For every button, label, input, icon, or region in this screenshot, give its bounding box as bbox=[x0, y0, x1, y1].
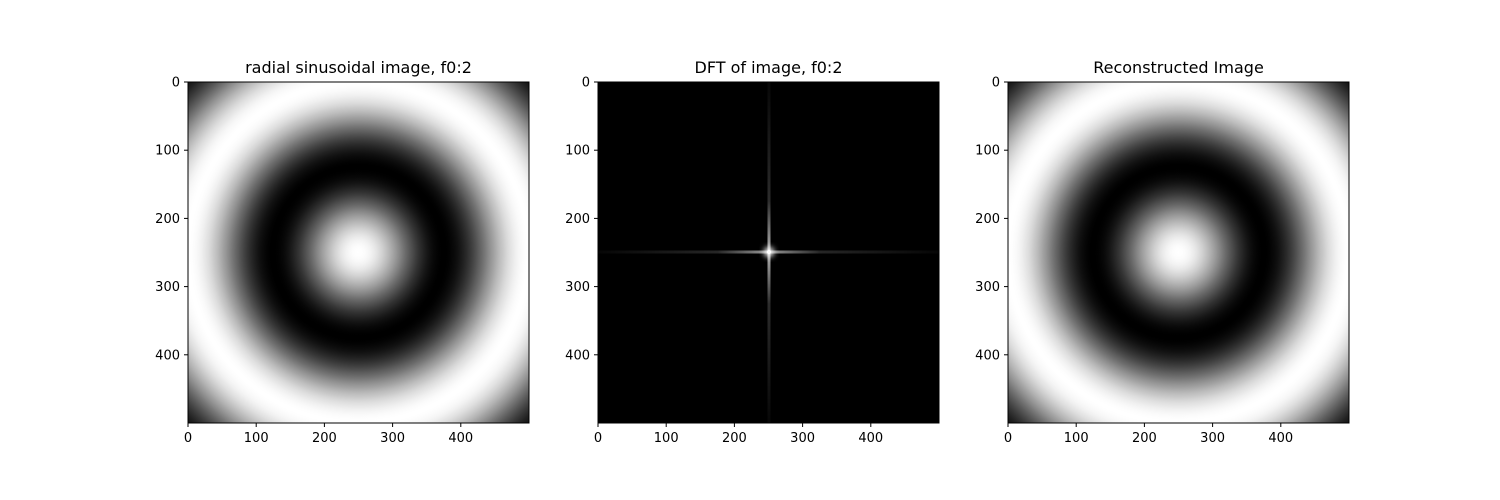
axis-ticks: 0 100 200 300 400 0 100 200 300 400 bbox=[565, 76, 883, 447]
panel-reconstructed: Reconstructed Image 0 100 200 300 400 0 100 200… bbox=[975, 58, 1350, 447]
x-tick-label: 300 bbox=[380, 431, 405, 446]
y-tick-label: 0 bbox=[992, 76, 1000, 91]
panel-dft: DFT of image, f0:2 0 100 200 300 400 0 100 200 3… bbox=[565, 58, 940, 447]
y-tick-label: 400 bbox=[155, 348, 180, 363]
dft-peak bbox=[766, 249, 772, 255]
y-tick-label: 100 bbox=[155, 144, 180, 159]
axes-frame bbox=[597, 81, 940, 424]
reconstructed-image bbox=[1008, 82, 1349, 423]
x-tick-label: 200 bbox=[722, 431, 747, 446]
x-tick-label: 400 bbox=[1268, 431, 1293, 446]
y-tick-label: 100 bbox=[975, 144, 1000, 159]
x-tick-label: 400 bbox=[858, 431, 883, 446]
y-tick-label: 0 bbox=[582, 76, 590, 91]
sinusoid-image bbox=[188, 82, 529, 423]
axes-frame bbox=[187, 81, 530, 424]
panel-title: radial sinusoidal image, f0:2 bbox=[245, 58, 472, 77]
x-tick-label: 100 bbox=[654, 431, 679, 446]
x-tick-label: 0 bbox=[594, 431, 602, 446]
y-tick-label: 300 bbox=[565, 280, 590, 295]
y-tick-label: 300 bbox=[155, 280, 180, 295]
x-tick-label: 400 bbox=[448, 431, 473, 446]
x-tick-label: 0 bbox=[184, 431, 192, 446]
x-tick-label: 0 bbox=[1004, 431, 1012, 446]
x-tick-label: 100 bbox=[1064, 431, 1089, 446]
y-tick-label: 400 bbox=[565, 348, 590, 363]
x-tick-label: 100 bbox=[244, 431, 269, 446]
y-tick-label: 0 bbox=[172, 76, 180, 91]
y-tick-label: 300 bbox=[975, 280, 1000, 295]
y-tick-label: 200 bbox=[975, 212, 1000, 227]
axis-ticks: 0 100 200 300 400 0 100 200 300 400 bbox=[155, 76, 473, 447]
x-tick-label: 200 bbox=[1132, 431, 1157, 446]
y-tick-label: 400 bbox=[975, 348, 1000, 363]
panel-radial-sinusoid: radial sinusoidal image, f0:2 0 100 200 300… bbox=[155, 58, 530, 447]
x-tick-label: 200 bbox=[312, 431, 337, 446]
x-tick-label: 300 bbox=[1200, 431, 1225, 446]
panel-title: DFT of image, f0:2 bbox=[695, 58, 843, 77]
y-tick-label: 100 bbox=[565, 144, 590, 159]
x-tick-label: 300 bbox=[790, 431, 815, 446]
axes-frame bbox=[1007, 81, 1350, 424]
y-tick-label: 200 bbox=[565, 212, 590, 227]
panel-title: Reconstructed Image bbox=[1093, 58, 1264, 77]
y-tick-label: 200 bbox=[155, 212, 180, 227]
axis-ticks: 0 100 200 300 400 0 100 200 300 400 bbox=[975, 76, 1293, 447]
